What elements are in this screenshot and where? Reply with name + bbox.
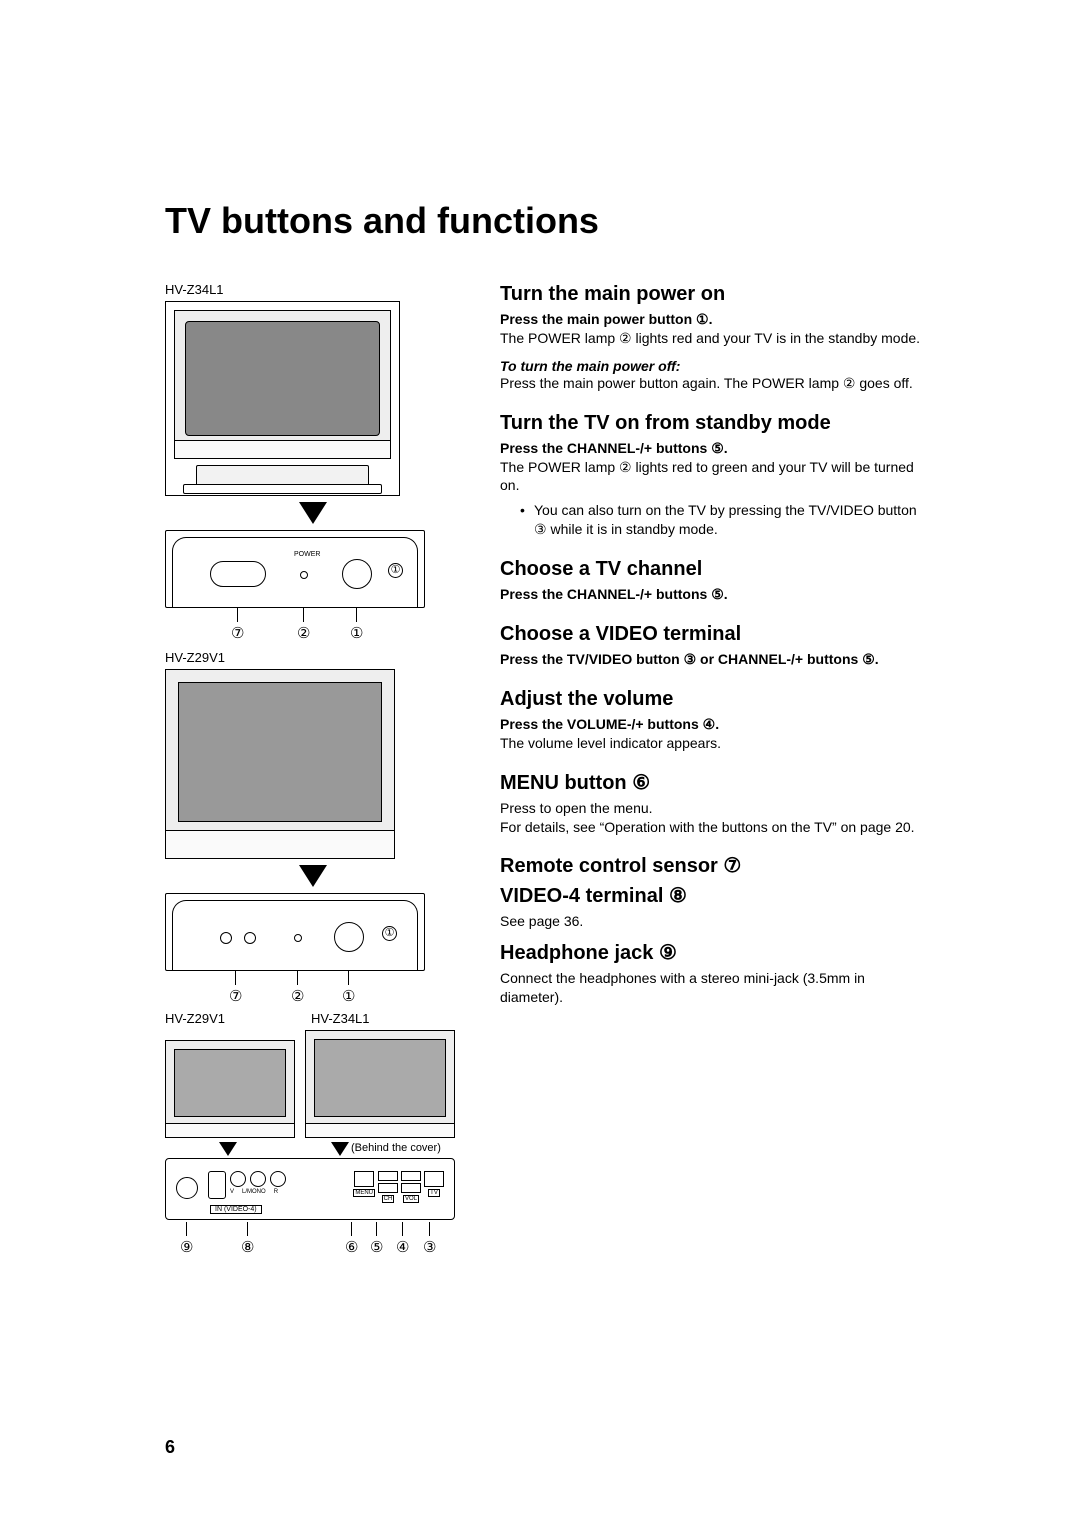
t: lights red and your TV is in the standby… xyxy=(632,330,920,346)
connector-strip: V L/MONO R IN (VIDEO-4) MENU CH VOL TV xyxy=(165,1158,455,1220)
callout-1: ① xyxy=(342,987,355,1005)
num-2: ② xyxy=(843,375,856,391)
num-3: ③ xyxy=(534,521,547,537)
t: Connect the headphones with a stereo min… xyxy=(500,969,925,1007)
callout-5: ⑤ xyxy=(370,1238,383,1256)
t: Press to open the menu. xyxy=(500,799,925,818)
num-6: ⑥ xyxy=(632,772,650,794)
callout-1-icon: ① xyxy=(388,563,403,578)
callout-7: ⑦ xyxy=(231,624,244,642)
figures-column: HV-Z34L1 POWER ① ⑦ xyxy=(165,282,460,1262)
t: For details, see “Operation with the but… xyxy=(500,818,925,837)
arrow-down-icon xyxy=(299,502,327,524)
page-title: TV buttons and functions xyxy=(165,200,925,242)
num-9: ⑨ xyxy=(659,942,677,964)
callout-2: ② xyxy=(291,987,304,1005)
bullet: You can also turn on the TV by pressing … xyxy=(500,501,925,539)
page-number: 6 xyxy=(165,1437,175,1458)
model-label-d: HV-Z34L1 xyxy=(311,1011,370,1026)
t: You can also turn on the TV by pressing … xyxy=(534,502,917,518)
t: The volume level indicator appears. xyxy=(500,734,925,753)
callout-9: ⑨ xyxy=(180,1238,193,1256)
model-label-c: HV-Z29V1 xyxy=(165,1011,225,1026)
front-panel-a: POWER ① xyxy=(165,530,425,608)
t: See page 36. xyxy=(500,912,925,931)
behind-cover-caption: (Behind the cover) xyxy=(351,1142,441,1154)
arrow-down-icon xyxy=(331,1142,349,1156)
t: Press the CHANNEL-/+ buttons xyxy=(500,586,711,602)
in-video4-label: IN (VIDEO-4) xyxy=(210,1205,262,1214)
h-standby: Turn the TV on from standby mode xyxy=(500,411,925,435)
arrow-down-icon xyxy=(219,1142,237,1156)
t: The POWER lamp xyxy=(500,330,619,346)
h-remote-sensor: Remote control sensor ⑦ xyxy=(500,854,925,878)
t: Press the VOLUME-/+ buttons xyxy=(500,716,703,732)
model-label-b: HV-Z29V1 xyxy=(165,650,460,665)
t: Headphone jack xyxy=(500,942,659,964)
callout-1-icon: ① xyxy=(382,926,397,941)
num-8: ⑧ xyxy=(669,885,687,907)
callout-row-strip: ⑨ ⑧ ⑥ ⑤ ④ ③ xyxy=(165,1222,455,1262)
callout-row-a: ⑦ ② ① xyxy=(165,608,425,644)
h-volume: Adjust the volume xyxy=(500,687,925,711)
tv-illustration-b xyxy=(165,669,395,859)
h-channel: Choose a TV channel xyxy=(500,557,925,581)
num-4: ④ xyxy=(703,716,716,732)
t: Remote control sensor xyxy=(500,855,723,877)
arrow-down-icon xyxy=(299,865,327,887)
t: . xyxy=(709,311,713,327)
t: VIDEO-4 terminal xyxy=(500,885,669,907)
t: goes off. xyxy=(855,375,912,391)
h-power-off: To turn the main power off: xyxy=(500,358,925,374)
num-3: ③ xyxy=(684,651,697,667)
t: while it is in standby mode. xyxy=(547,521,718,537)
num-7: ⑦ xyxy=(723,855,741,877)
tv-illustration-a xyxy=(165,301,400,496)
h-video4: VIDEO-4 terminal ⑧ xyxy=(500,884,925,908)
t: Press the TV/VIDEO button xyxy=(500,651,684,667)
h-headphone: Headphone jack ⑨ xyxy=(500,941,925,965)
ch-label: CH xyxy=(382,1195,395,1203)
t: . xyxy=(875,651,879,667)
t: Press the main power button again. The P… xyxy=(500,375,843,391)
callout-row-b: ⑦ ② ① xyxy=(165,971,425,1007)
num-1: ① xyxy=(696,311,709,327)
num-5: ⑤ xyxy=(711,440,724,456)
num-2: ② xyxy=(619,459,632,475)
h-video-terminal: Choose a VIDEO terminal xyxy=(500,622,925,646)
t: Press the main power button xyxy=(500,311,696,327)
callout-2: ② xyxy=(297,624,310,642)
h-menu: MENU button ⑥ xyxy=(500,771,925,795)
num-5: ⑤ xyxy=(862,651,875,667)
h-power-on: Turn the main power on xyxy=(500,282,925,306)
callout-1: ① xyxy=(350,624,363,642)
r-label: R xyxy=(274,1189,278,1195)
tv-label: TV xyxy=(428,1189,440,1197)
t: MENU button xyxy=(500,772,632,794)
t: The POWER lamp xyxy=(500,459,619,475)
t: . xyxy=(724,586,728,602)
power-tiny-label: POWER xyxy=(294,551,320,558)
callout-3: ③ xyxy=(423,1238,436,1256)
menu-btn-label: MENU xyxy=(353,1189,375,1197)
callout-8: ⑧ xyxy=(241,1238,254,1256)
t: . xyxy=(724,440,728,456)
t: Press the CHANNEL-/+ buttons xyxy=(500,440,711,456)
vol-label: VOL xyxy=(403,1195,419,1203)
lmono-label: L/MONO xyxy=(242,1189,266,1195)
model-label-a: HV-Z34L1 xyxy=(165,282,460,297)
front-panel-b: ① xyxy=(165,893,425,971)
num-2: ② xyxy=(619,330,632,346)
callout-4: ④ xyxy=(396,1238,409,1256)
t: or CHANNEL-/+ buttons xyxy=(696,651,862,667)
t: . xyxy=(715,716,719,732)
text-column: Turn the main power on Press the main po… xyxy=(500,282,925,1262)
v-label: V xyxy=(230,1189,234,1195)
callout-7: ⑦ xyxy=(229,987,242,1005)
callout-6: ⑥ xyxy=(345,1238,358,1256)
tv-pair xyxy=(165,1030,460,1138)
num-5: ⑤ xyxy=(711,586,724,602)
